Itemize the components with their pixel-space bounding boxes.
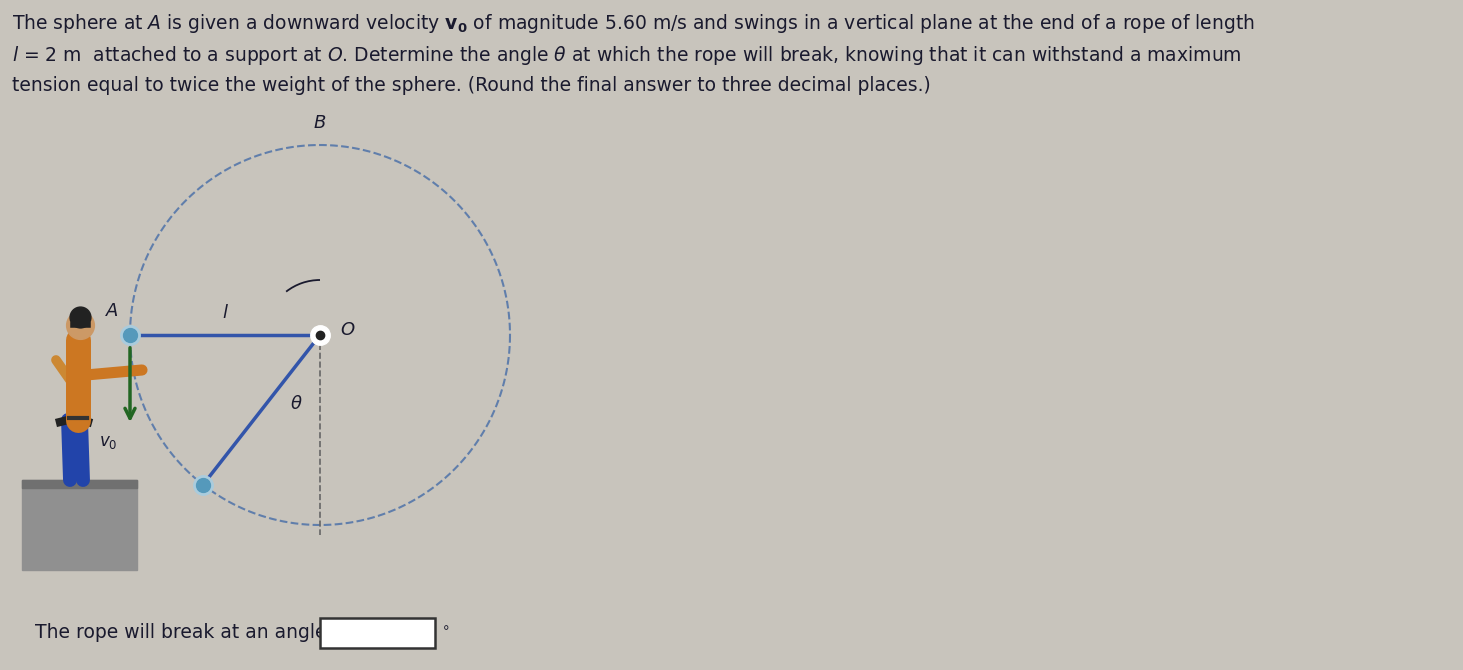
Text: $A$: $A$ <box>105 302 119 320</box>
Text: $v_0$: $v_0$ <box>99 433 117 451</box>
Text: The sphere at $\mathit{A}$ is given a downward velocity $\mathbf{v_0}$ of magnit: The sphere at $\mathit{A}$ is given a do… <box>12 12 1255 35</box>
Bar <box>320 618 435 648</box>
Text: The rope will break at an angle of: The rope will break at an angle of <box>35 622 350 641</box>
Text: $O$: $O$ <box>339 321 356 339</box>
Text: tension equal to twice the weight of the sphere. (Round the final answer to thre: tension equal to twice the weight of the… <box>12 76 930 95</box>
Bar <box>22 480 138 488</box>
Text: $\theta$: $\theta$ <box>290 395 303 413</box>
Text: $B$: $B$ <box>313 114 326 132</box>
Bar <box>22 480 138 570</box>
Text: $^\circ$: $^\circ$ <box>439 624 451 643</box>
Text: $l$: $l$ <box>221 304 228 322</box>
Text: $\mathit{l}$ = 2 m  attached to a support at $\mathit{O}$. Determine the angle $: $\mathit{l}$ = 2 m attached to a support… <box>12 44 1242 67</box>
